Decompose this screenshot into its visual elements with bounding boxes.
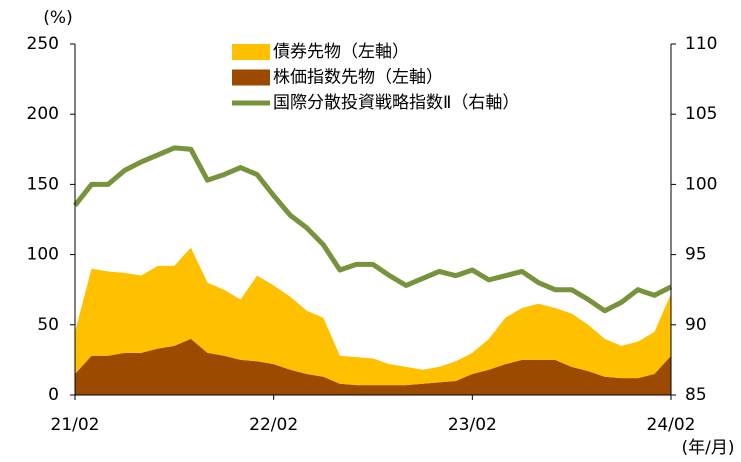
y2-tick-label: 100 <box>685 174 717 194</box>
y-tick-label: 0 <box>48 385 59 405</box>
y2-tick-label: 105 <box>685 104 717 124</box>
legend-label: 債券先物（左軸） <box>273 42 409 62</box>
y2-tick-label: 110 <box>685 34 717 54</box>
line <box>73 145 673 314</box>
x-tick-label: 23/02 <box>448 415 497 435</box>
y2-tick-label: 95 <box>685 245 707 265</box>
y-axis-label: (%) <box>43 8 72 28</box>
x-tick-label: 22/02 <box>249 415 298 435</box>
y-tick-label: 100 <box>27 245 59 265</box>
legend-label: 株価指数先物（左軸） <box>273 68 443 88</box>
y-tick-label: 200 <box>27 104 59 124</box>
legend-swatch <box>232 69 270 86</box>
x-tick-label: 21/02 <box>51 415 100 435</box>
y2-tick-label: 85 <box>685 385 707 405</box>
x-axis-label: (年/月) <box>682 438 735 458</box>
y2-tick-label: 90 <box>685 315 707 335</box>
area <box>75 247 671 386</box>
legend-swatch <box>232 44 270 60</box>
area <box>75 338 671 395</box>
x-tick-label: 24/02 <box>647 415 696 435</box>
y-tick-label: 150 <box>27 174 59 194</box>
legend-label: 国際分散投資戦略指数Ⅱ（右軸） <box>273 93 519 113</box>
y-tick-label: 250 <box>27 34 59 54</box>
y-tick-label: 50 <box>37 315 59 335</box>
